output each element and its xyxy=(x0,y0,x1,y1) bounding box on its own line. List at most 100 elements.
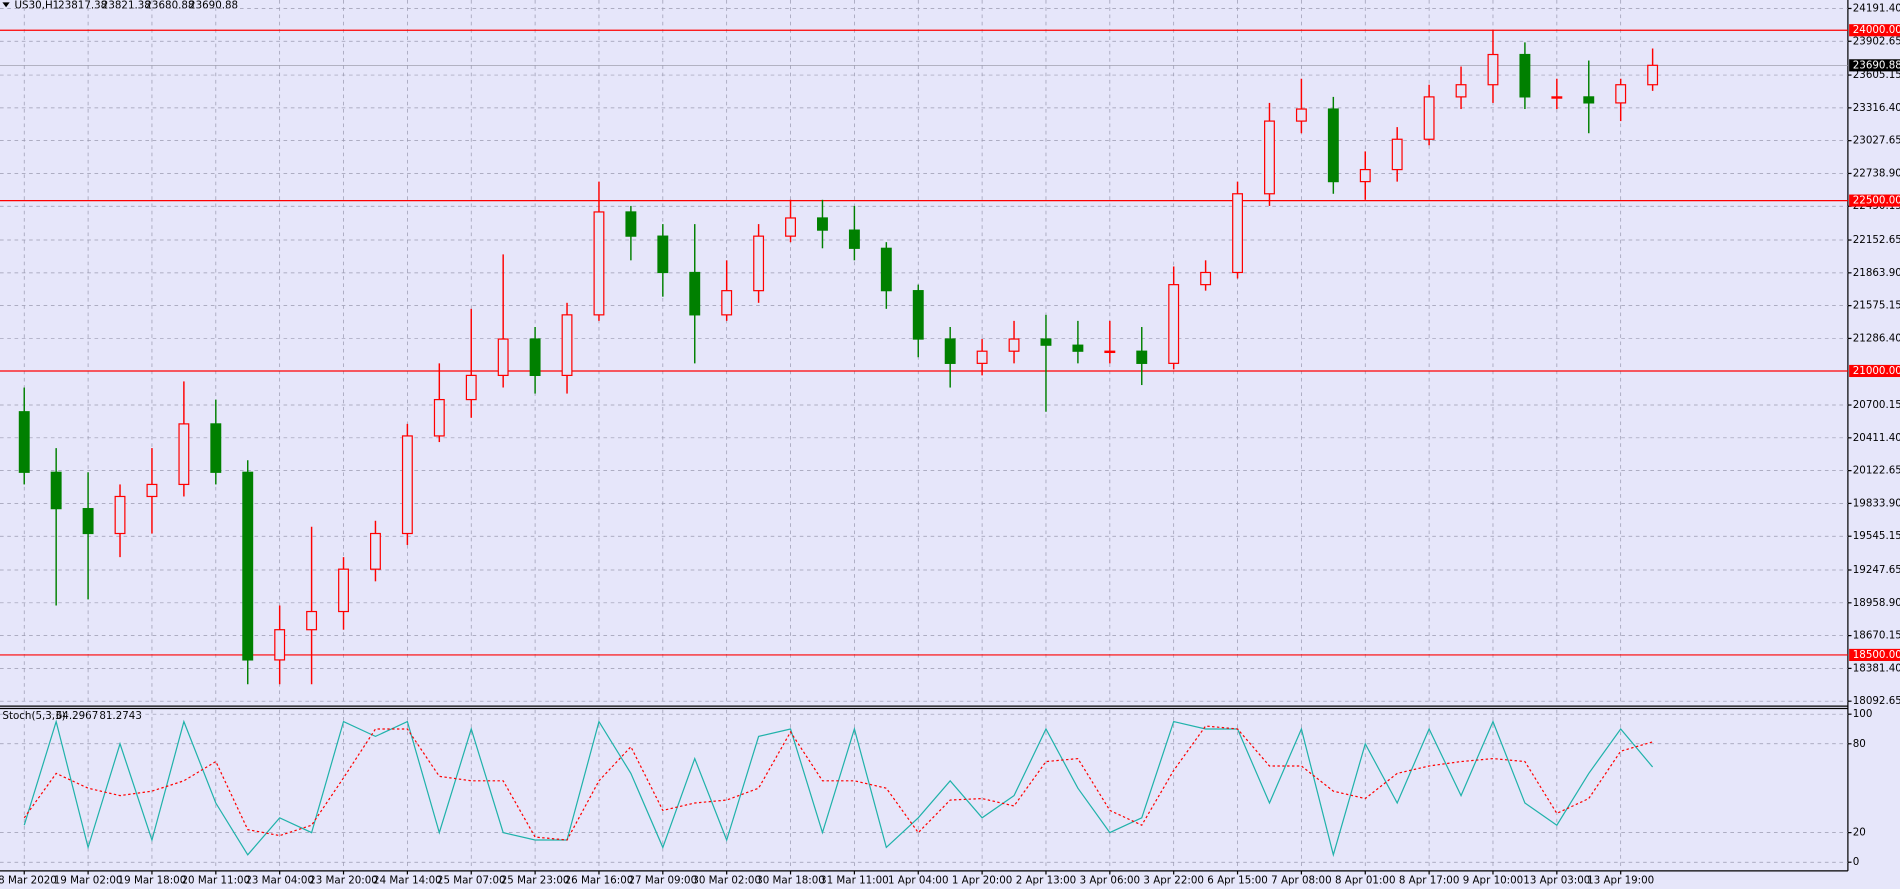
candle-body xyxy=(880,247,892,292)
menu-arrow[interactable] xyxy=(2,2,10,8)
candle-body xyxy=(210,423,222,473)
y-tick-label: 19833.90 xyxy=(1853,497,1900,509)
candle-body xyxy=(370,532,381,570)
level-label: 24000.00 xyxy=(1853,24,1900,36)
candle-body xyxy=(817,217,828,231)
y-tick-label: 20411.40 xyxy=(1853,432,1900,444)
y-tick-label: 100 xyxy=(1853,708,1873,720)
candle-body xyxy=(785,217,796,237)
candle-body xyxy=(306,610,318,631)
level-label-bg xyxy=(1849,364,1900,378)
x-tick-label: 19 Mar 18:00 xyxy=(118,875,187,887)
y-tick-label: 23027.65 xyxy=(1853,135,1900,147)
candle-body xyxy=(1551,96,1563,99)
x-tick-label: 13 Apr 19:00 xyxy=(1587,875,1654,887)
ohlc-close: 23690.88 xyxy=(189,0,238,11)
y-tick-label: 23605.15 xyxy=(1853,69,1900,81)
x-tick-label: 24 Mar 14:00 xyxy=(373,875,442,887)
y-tick-label: 0 xyxy=(1853,856,1860,868)
level-label: 21000.00 xyxy=(1853,365,1900,377)
x-tick-label: 30 Mar 02:00 xyxy=(692,875,761,887)
last-price-label: 23690.88 xyxy=(1853,59,1900,71)
level-label-bg xyxy=(1849,194,1900,207)
x-tick-label: 31 Mar 11:00 xyxy=(820,875,889,887)
x-tick-label: 20 Mar 11:00 xyxy=(181,875,250,887)
x-tick-label: 6 Apr 15:00 xyxy=(1207,875,1268,887)
symbol: US30,H1 xyxy=(15,0,60,11)
level-label: 18500.00 xyxy=(1853,649,1900,661)
x-tick-label: 9 Apr 10:00 xyxy=(1463,875,1524,887)
x-tick-label: 25 Mar 23:00 xyxy=(501,875,570,887)
x-tick-label: 8 Apr 17:00 xyxy=(1399,875,1460,887)
y-tick-label: 18670.15 xyxy=(1853,630,1900,642)
indicator-title: Stoch(5,3,3) xyxy=(2,710,65,722)
y-tick-label: 22738.90 xyxy=(1853,167,1900,179)
candle-body xyxy=(1423,96,1435,140)
candle-body xyxy=(18,411,30,473)
x-tick-label: 7 Apr 08:00 xyxy=(1271,875,1332,887)
candle-body xyxy=(497,338,509,377)
last-price-bg xyxy=(1849,59,1900,72)
x-tick-label: 3 Apr 06:00 xyxy=(1080,875,1141,887)
candle-body xyxy=(1040,338,1052,346)
ohlc-low: 23680.88 xyxy=(145,0,194,11)
x-tick-label: 30 Mar 18:00 xyxy=(756,875,825,887)
y-tick-label: 18092.65 xyxy=(1853,695,1900,707)
candle-body xyxy=(689,271,701,316)
indicator-signal-value: 81.2743 xyxy=(99,710,142,722)
y-tick-label: 21286.40 xyxy=(1853,332,1900,344)
candle-body xyxy=(1583,96,1595,104)
indicator-main-value: 64.2967 xyxy=(56,710,99,722)
x-tick-label: 1 Apr 04:00 xyxy=(888,875,949,887)
candle-body xyxy=(114,495,126,535)
candle-body xyxy=(401,435,413,535)
candle-body xyxy=(1232,193,1243,274)
candle-body xyxy=(1168,284,1180,364)
x-tick-label: 2 Apr 13:00 xyxy=(1016,875,1077,887)
candle-body xyxy=(1136,350,1148,364)
marks-layer xyxy=(0,29,1848,858)
candle-body xyxy=(274,629,286,661)
candle-body xyxy=(1647,64,1659,86)
x-tick-label: 23 Mar 20:00 xyxy=(309,875,378,887)
candle-body xyxy=(912,290,924,340)
candle-body xyxy=(82,508,94,535)
indicator-line xyxy=(23,725,1653,841)
y-tick-label: 19247.65 xyxy=(1853,564,1900,576)
candle-body xyxy=(50,471,62,510)
candle-body xyxy=(1200,271,1212,286)
y-tick-label: 19545.15 xyxy=(1853,530,1900,542)
candle-body xyxy=(433,398,445,437)
candle-body xyxy=(561,314,573,377)
x-tick-label: 23 Mar 04:00 xyxy=(245,875,314,887)
candle-body xyxy=(1104,350,1116,354)
ohlc-high: 23821.38 xyxy=(102,0,151,11)
ohlc-open: 23817.38 xyxy=(58,0,107,11)
y-tick-label: 20122.65 xyxy=(1853,465,1900,477)
candle-body xyxy=(178,423,190,486)
candle-body xyxy=(1295,108,1307,122)
candle-body xyxy=(242,471,254,661)
y-tick-label: 18958.90 xyxy=(1853,597,1900,609)
candle-body xyxy=(976,350,988,364)
y-tick-label: 23902.65 xyxy=(1853,35,1900,47)
y-tick-label: 21863.90 xyxy=(1853,267,1900,279)
candle-body xyxy=(465,374,477,401)
candle-body xyxy=(593,211,605,316)
y-tick-label: 18381.40 xyxy=(1853,662,1900,674)
candle-body xyxy=(1008,338,1020,352)
y-tick-label: 21575.15 xyxy=(1853,300,1900,312)
candle-body xyxy=(1359,168,1371,183)
candle-body xyxy=(146,483,158,498)
x-tick-label: 19 Mar 02:00 xyxy=(54,875,123,887)
candle-body xyxy=(1264,120,1275,195)
candle-body xyxy=(529,338,541,377)
y-tick-label: 23316.40 xyxy=(1853,102,1900,114)
x-tick-label: 1 Apr 20:00 xyxy=(952,875,1013,887)
x-tick-label: 18 Mar 2020 xyxy=(0,875,57,887)
x-tick-label: 27 Mar 09:00 xyxy=(628,875,697,887)
candle-body xyxy=(721,290,733,316)
